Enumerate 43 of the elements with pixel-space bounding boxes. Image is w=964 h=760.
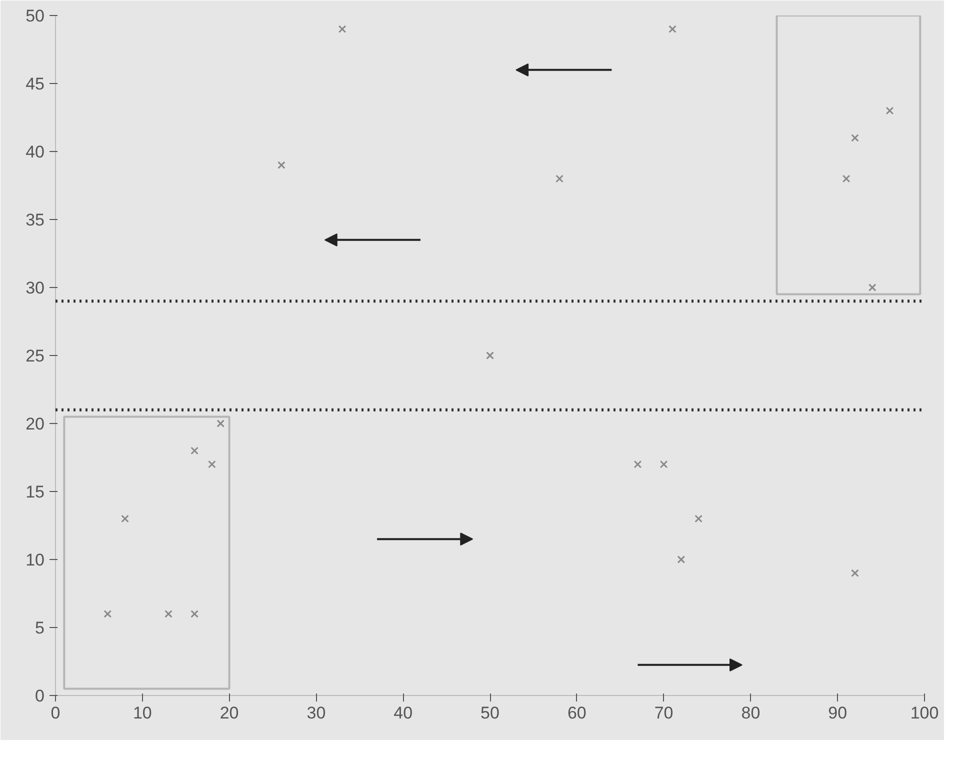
point bbox=[338, 25, 346, 34]
point bbox=[164, 610, 172, 618]
point bbox=[668, 25, 676, 34]
point bbox=[190, 446, 198, 455]
y-tick-label: 30 bbox=[26, 278, 45, 298]
point bbox=[842, 174, 850, 183]
point bbox=[208, 460, 216, 468]
point bbox=[486, 352, 494, 360]
point bbox=[851, 134, 859, 142]
y-tick-label: 20 bbox=[26, 414, 45, 434]
point bbox=[104, 610, 112, 618]
point bbox=[190, 610, 198, 618]
x-tick-label: 50 bbox=[480, 704, 500, 722]
point bbox=[121, 514, 129, 523]
point bbox=[694, 514, 702, 523]
y-tick-label: 5 bbox=[35, 618, 45, 638]
point bbox=[634, 460, 642, 468]
x-tick-label: 60 bbox=[567, 704, 586, 722]
point bbox=[868, 284, 876, 292]
x-tick-label: 30 bbox=[306, 704, 326, 722]
y-tick-label: 45 bbox=[26, 74, 45, 94]
y-tick-label: 35 bbox=[26, 210, 45, 230]
x-tick-label: 80 bbox=[741, 704, 760, 722]
point bbox=[556, 174, 564, 183]
x-tick-label: 70 bbox=[654, 704, 674, 722]
x-tick-label: 100 bbox=[910, 704, 939, 722]
point bbox=[851, 569, 859, 578]
point bbox=[278, 161, 286, 170]
point bbox=[886, 106, 894, 115]
y-tick-label: 10 bbox=[26, 550, 45, 570]
point bbox=[660, 460, 668, 468]
x-tick-label: 90 bbox=[828, 704, 848, 722]
point bbox=[677, 556, 686, 564]
y-tick-label: 0 bbox=[35, 686, 45, 706]
y-tick-label: 15 bbox=[26, 482, 45, 502]
y-tick-label: 40 bbox=[26, 142, 45, 162]
x-tick-label: 40 bbox=[394, 704, 413, 722]
x-tick-label: 10 bbox=[132, 704, 152, 722]
x-tick-label: 20 bbox=[220, 704, 239, 722]
y-tick-label: 25 bbox=[26, 346, 45, 366]
x-tick-label: 0 bbox=[50, 704, 60, 722]
y-tick-label: 50 bbox=[26, 6, 45, 26]
point bbox=[216, 420, 225, 428]
